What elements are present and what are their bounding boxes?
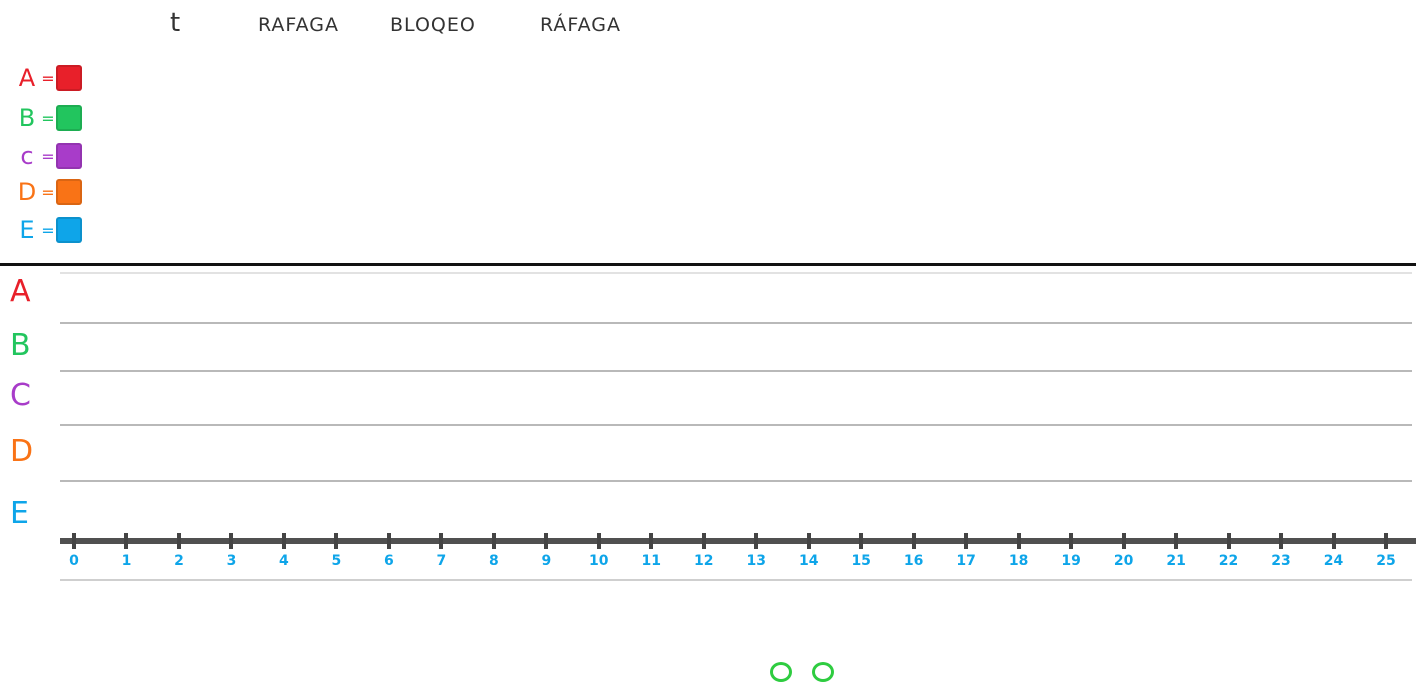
axis-tick bbox=[701, 533, 706, 549]
legend-equals: = bbox=[41, 220, 55, 240]
axis-tick-label: 4 bbox=[279, 553, 289, 569]
header-rafaga-2: RÁFAGA bbox=[540, 14, 621, 36]
axis-tick bbox=[1279, 533, 1284, 549]
legend-item: c = bbox=[14, 142, 82, 170]
axis-tick bbox=[911, 533, 916, 549]
legend-equals: = bbox=[41, 68, 55, 88]
axis-tick-label: 11 bbox=[641, 553, 661, 569]
axis-tick-label: 9 bbox=[541, 553, 552, 569]
header-t: t bbox=[170, 8, 182, 38]
axis-tick-label: 24 bbox=[1323, 553, 1344, 569]
legend-letter: A bbox=[18, 64, 36, 92]
axis-tick bbox=[1121, 533, 1126, 549]
axis-tick bbox=[1069, 533, 1074, 549]
axis-tick-label: 1 bbox=[121, 553, 132, 569]
axis-tick bbox=[334, 533, 339, 549]
axis-tick bbox=[1331, 533, 1336, 549]
axis-tick bbox=[124, 533, 129, 549]
axis-tick-label: 15 bbox=[851, 553, 871, 569]
axis-tick bbox=[439, 533, 444, 549]
axis-tick-label: 6 bbox=[384, 553, 394, 569]
axis-tick-label: 3 bbox=[226, 553, 237, 569]
legend-letter: E bbox=[19, 216, 35, 244]
row-divider bbox=[60, 424, 1412, 426]
axis-tick bbox=[386, 533, 391, 549]
axis-tick-label: 18 bbox=[1008, 553, 1029, 569]
axis-tick-label: 0 bbox=[69, 553, 79, 569]
legend-item: D = bbox=[14, 178, 82, 206]
axis-tick-label: 13 bbox=[746, 553, 766, 569]
axis-tick bbox=[806, 533, 811, 549]
axis-tick bbox=[1174, 533, 1179, 549]
axis-tick-label: 12 bbox=[694, 553, 714, 569]
axis-tick bbox=[281, 533, 286, 549]
axis-tick bbox=[649, 533, 654, 549]
legend-letter: B bbox=[18, 104, 36, 132]
row-label: B bbox=[10, 328, 31, 363]
legend-swatch bbox=[56, 143, 82, 169]
decorative-mark bbox=[770, 662, 792, 682]
header-bloqueo: BLOQEO bbox=[390, 14, 476, 36]
axis-tick-label: 14 bbox=[798, 553, 819, 569]
row-label: E bbox=[10, 496, 29, 531]
time-axis bbox=[60, 538, 1416, 544]
decorative-mark bbox=[812, 662, 834, 682]
row-divider bbox=[60, 370, 1412, 372]
axis-tick bbox=[1016, 533, 1021, 549]
axis-tick bbox=[596, 533, 601, 549]
row-divider bbox=[60, 322, 1412, 324]
row-divider bbox=[60, 272, 1412, 274]
axis-tick bbox=[229, 533, 234, 549]
legend-equals: = bbox=[41, 108, 55, 128]
row-divider bbox=[60, 480, 1412, 482]
axis-tick bbox=[544, 533, 549, 549]
axis-tick bbox=[491, 533, 496, 549]
axis-tick bbox=[859, 533, 864, 549]
axis-tick-label: 17 bbox=[956, 553, 976, 569]
axis-tick-label: 8 bbox=[488, 553, 499, 569]
legend-swatch bbox=[56, 179, 82, 205]
legend-item: A = bbox=[14, 64, 82, 92]
legend-item: E = bbox=[14, 216, 82, 244]
axis-tick-label: 10 bbox=[589, 553, 609, 569]
legend-equals: = bbox=[41, 146, 55, 166]
axis-tick bbox=[1226, 533, 1231, 549]
axis-tick bbox=[1384, 533, 1388, 549]
legend-swatch bbox=[56, 217, 82, 243]
axis-tick-label: 23 bbox=[1271, 553, 1291, 569]
legend-swatch bbox=[56, 65, 82, 91]
row-label: C bbox=[10, 378, 31, 413]
axis-tick-label: 16 bbox=[903, 553, 924, 569]
legend-letter: c bbox=[20, 142, 34, 170]
header-rafaga: RAFAGA bbox=[258, 14, 339, 36]
axis-tick-label: 2 bbox=[174, 553, 184, 569]
row-label: D bbox=[10, 434, 34, 469]
bottom-guide-line bbox=[60, 579, 1412, 581]
separator-line bbox=[0, 263, 1416, 266]
legend-item: B = bbox=[14, 104, 82, 132]
axis-tick-label: 25 bbox=[1376, 553, 1396, 569]
axis-tick-label: 22 bbox=[1218, 553, 1239, 569]
legend-swatch bbox=[56, 105, 82, 131]
axis-tick-label: 20 bbox=[1113, 553, 1134, 569]
axis-tick bbox=[176, 533, 181, 549]
row-label: A bbox=[10, 274, 31, 309]
axis-tick-label: 5 bbox=[331, 553, 342, 569]
legend-letter: D bbox=[17, 178, 37, 206]
axis-tick bbox=[754, 533, 759, 549]
axis-tick-label: 7 bbox=[436, 553, 447, 569]
axis-tick bbox=[72, 533, 76, 549]
axis-tick-label: 19 bbox=[1061, 553, 1081, 569]
axis-tick bbox=[964, 533, 969, 549]
legend-equals: = bbox=[41, 182, 55, 202]
axis-tick-label: 21 bbox=[1166, 553, 1186, 569]
